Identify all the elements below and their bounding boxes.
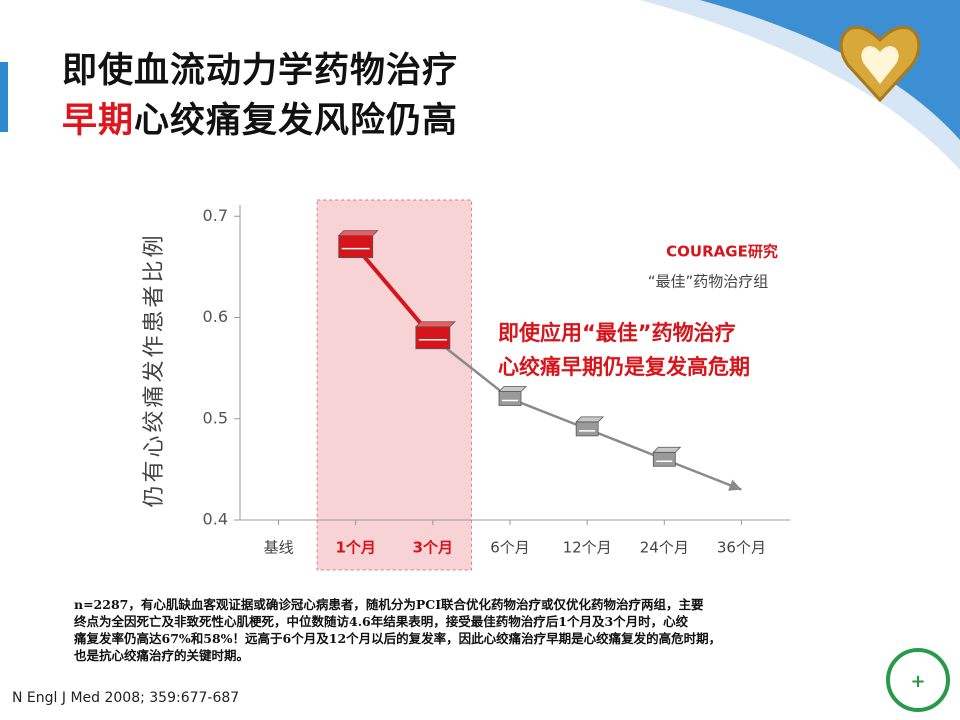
y-tick-label: 0.6 — [203, 307, 228, 326]
series — [337, 230, 742, 491]
x-tick-label: 1个月 — [335, 539, 375, 557]
marker — [498, 386, 527, 406]
marker-body — [498, 391, 522, 406]
marker-body — [652, 451, 676, 467]
footnote-line: 痛复发率仍高达67%和58%！远高于6个月及12个月以后的复发率，因此心绞痛治疗… — [74, 631, 722, 646]
marker-top — [337, 230, 379, 237]
y-axis-label: 仍有心绞痛发作患者比例 — [142, 232, 167, 507]
marker — [652, 446, 682, 467]
title-line: 早期心绞痛复发风险仍高 — [62, 92, 458, 143]
footnote: n=2287，有心肌缺血客观证据或确诊冠心病患者，随机分为PCI联合优化药物治疗… — [74, 596, 721, 664]
annotation: 即使应用“最佳”药物治疗 — [498, 321, 736, 345]
x-tick-label: 12个月 — [563, 539, 612, 557]
y-tick-label: 0.7 — [203, 206, 228, 225]
title-text: 心绞痛复发风险仍高 — [134, 101, 459, 141]
arrow-head — [728, 479, 742, 491]
annotation: 心绞痛早期仍是复发高危期 — [498, 355, 750, 379]
marker-top — [498, 386, 527, 392]
title-highlight: 早期 — [62, 101, 135, 141]
svg-text:+: + — [910, 671, 925, 692]
marker-body — [338, 235, 374, 259]
legend-entry: “最佳”药物治疗组 — [648, 273, 769, 291]
title-line: 即使血流动力学药物治疗 — [62, 51, 459, 91]
x-tick-label: 36个月 — [717, 539, 766, 557]
marker — [337, 230, 379, 259]
citation: N Engl J Med 2008; 359:677-687 — [12, 690, 240, 706]
footnote-line: 终点为全因死亡及非致死性心肌梗死，中位数随访4.6年结果表明，接受最佳药物治疗后… — [74, 614, 689, 629]
marker-top — [414, 321, 456, 328]
marker — [575, 416, 605, 437]
highlight-region — [316, 199, 472, 571]
y-tick-label: 0.4 — [203, 510, 228, 529]
marker — [414, 321, 456, 350]
marker-body — [575, 421, 599, 437]
footnote-line: n=2287，有心肌缺血客观证据或确诊冠心病患者，随机分为PCI联合优化药物治疗… — [74, 597, 704, 612]
marker-top — [575, 416, 605, 423]
y-tick-label: 0.5 — [203, 408, 228, 427]
x-tick-label: 24个月 — [640, 539, 689, 557]
marker-body — [415, 326, 451, 350]
marker-top — [652, 446, 682, 453]
x-tick-label: 6个月 — [490, 539, 530, 557]
footnote-line: 也是抗心绞痛治疗的关键时期。 — [74, 648, 250, 663]
legend-title: COURAGE研究 — [666, 243, 778, 261]
x-tick-label: 3个月 — [413, 539, 453, 557]
x-tick-label: 基线 — [264, 539, 294, 557]
